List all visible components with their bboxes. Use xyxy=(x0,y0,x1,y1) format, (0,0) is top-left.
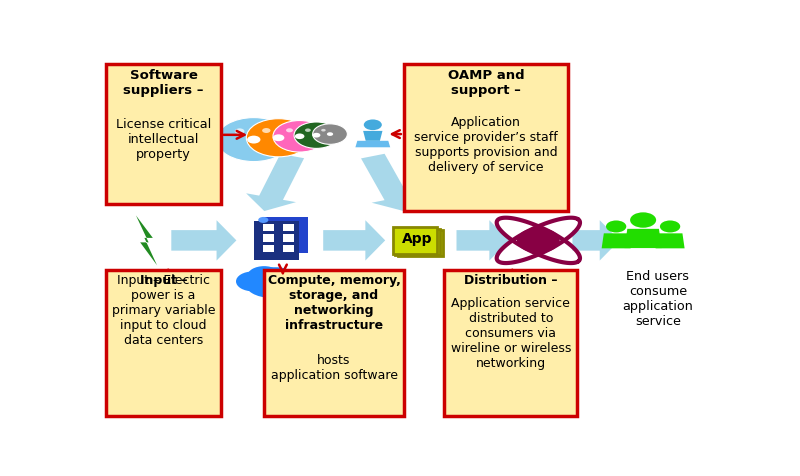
FancyBboxPatch shape xyxy=(106,64,221,204)
Circle shape xyxy=(271,272,303,291)
Circle shape xyxy=(217,118,291,161)
Text: Input – Electric
power is a
primary variable
input to cloud
data centers: Input – Electric power is a primary vari… xyxy=(112,274,215,347)
Text: Software
suppliers –: Software suppliers – xyxy=(123,69,204,97)
Circle shape xyxy=(294,122,338,149)
Circle shape xyxy=(364,119,382,130)
Circle shape xyxy=(286,128,293,132)
Polygon shape xyxy=(602,233,630,248)
FancyBboxPatch shape xyxy=(263,217,308,253)
Circle shape xyxy=(606,220,626,232)
FancyBboxPatch shape xyxy=(444,270,578,416)
Circle shape xyxy=(262,128,270,133)
Circle shape xyxy=(234,129,245,134)
Polygon shape xyxy=(573,220,619,260)
Circle shape xyxy=(313,124,347,144)
Circle shape xyxy=(258,217,268,223)
Polygon shape xyxy=(655,233,685,248)
Circle shape xyxy=(262,268,293,286)
Circle shape xyxy=(247,136,261,144)
Circle shape xyxy=(327,132,333,136)
Polygon shape xyxy=(355,141,390,147)
Circle shape xyxy=(273,134,284,141)
Text: Input –: Input – xyxy=(140,274,187,287)
Polygon shape xyxy=(361,154,421,211)
Circle shape xyxy=(312,133,320,138)
Text: Distribution –: Distribution – xyxy=(464,274,558,287)
FancyBboxPatch shape xyxy=(264,270,404,416)
Circle shape xyxy=(660,220,680,232)
Polygon shape xyxy=(246,154,304,211)
FancyBboxPatch shape xyxy=(263,245,274,252)
Circle shape xyxy=(273,120,326,152)
Polygon shape xyxy=(625,229,662,248)
Polygon shape xyxy=(323,220,386,260)
FancyBboxPatch shape xyxy=(282,234,294,242)
Circle shape xyxy=(630,212,656,228)
Circle shape xyxy=(245,268,296,298)
Circle shape xyxy=(305,129,310,132)
FancyBboxPatch shape xyxy=(395,228,440,255)
Text: OAMP and
support –: OAMP and support – xyxy=(448,69,524,97)
FancyBboxPatch shape xyxy=(254,221,299,260)
Polygon shape xyxy=(363,131,382,141)
Text: Application
service provider’s staff
supports provision and
delivery of service: Application service provider’s staff sup… xyxy=(414,116,558,174)
Text: hosts
application software: hosts application software xyxy=(270,354,398,382)
Circle shape xyxy=(236,271,270,291)
Text: Application service
distributed to
consumers via
wireline or wireless
networking: Application service distributed to consu… xyxy=(450,297,571,370)
FancyBboxPatch shape xyxy=(404,64,568,211)
Text: End users
consume
application
service: End users consume application service xyxy=(622,270,694,327)
Circle shape xyxy=(246,119,310,157)
FancyBboxPatch shape xyxy=(263,224,274,231)
Circle shape xyxy=(321,129,326,131)
Polygon shape xyxy=(171,220,237,260)
Text: Compute, memory,
storage, and
networking
infrastructure: Compute, memory, storage, and networking… xyxy=(268,274,401,332)
Circle shape xyxy=(247,266,281,286)
Polygon shape xyxy=(457,220,510,260)
Text: License critical
intellectual
property: License critical intellectual property xyxy=(116,118,211,160)
FancyBboxPatch shape xyxy=(263,234,274,242)
Text: App: App xyxy=(402,232,433,246)
Circle shape xyxy=(517,228,560,253)
FancyBboxPatch shape xyxy=(398,230,442,256)
FancyBboxPatch shape xyxy=(393,227,438,254)
Polygon shape xyxy=(136,216,157,265)
Circle shape xyxy=(295,133,305,139)
FancyBboxPatch shape xyxy=(106,270,221,416)
FancyBboxPatch shape xyxy=(282,245,294,252)
FancyBboxPatch shape xyxy=(282,224,294,231)
